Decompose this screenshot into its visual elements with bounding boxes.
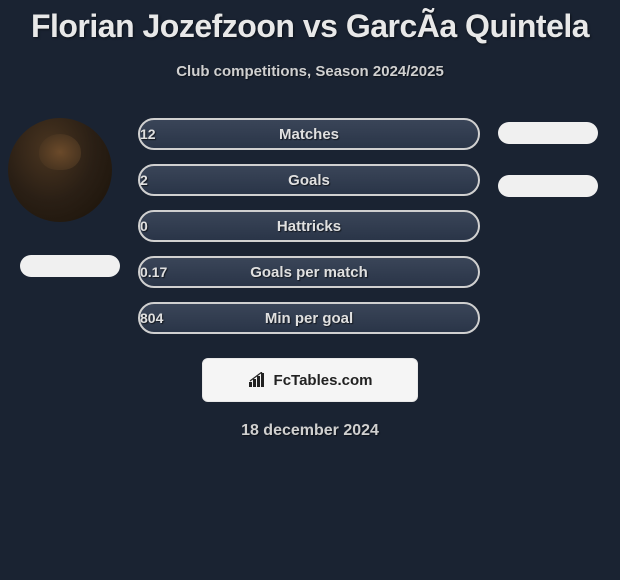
stat-row-goals-per-match: Goals per match 0.17: [138, 256, 480, 288]
stat-row-min-per-goal: Min per goal 804: [138, 302, 480, 334]
stat-value: 2: [140, 172, 148, 188]
page-title: Florian Jozefzoon vs GarcÃ­a Quintela: [0, 8, 620, 45]
subtitle: Club competitions, Season 2024/2025: [0, 63, 620, 80]
date-text: 18 december 2024: [0, 422, 620, 440]
player2-shape-2: [498, 175, 598, 197]
stat-value: 0.17: [140, 264, 167, 280]
player2-shape-1: [498, 122, 598, 144]
stat-row-goals: Goals 2: [138, 164, 480, 196]
stat-value: 12: [140, 126, 156, 142]
content-area: Matches 12 Goals 2 Hattricks 0 Goals per…: [0, 118, 620, 440]
stat-label: Matches: [279, 126, 339, 143]
stat-label: Goals: [288, 172, 330, 189]
stat-label: Hattricks: [277, 218, 341, 235]
stat-label: Goals per match: [250, 264, 368, 281]
stat-row-hattricks: Hattricks 0: [138, 210, 480, 242]
logo-box: FcTables.com: [202, 358, 418, 402]
stat-value: 0: [140, 218, 148, 234]
logo-text: FcTables.com: [274, 372, 373, 389]
chart-icon: [248, 372, 268, 388]
stat-row-matches: Matches 12: [138, 118, 480, 150]
stats-list: Matches 12 Goals 2 Hattricks 0 Goals per…: [138, 118, 480, 334]
player1-shape: [20, 255, 120, 277]
stat-value: 804: [140, 310, 163, 326]
player1-avatar: [8, 118, 112, 222]
stat-label: Min per goal: [265, 310, 353, 327]
